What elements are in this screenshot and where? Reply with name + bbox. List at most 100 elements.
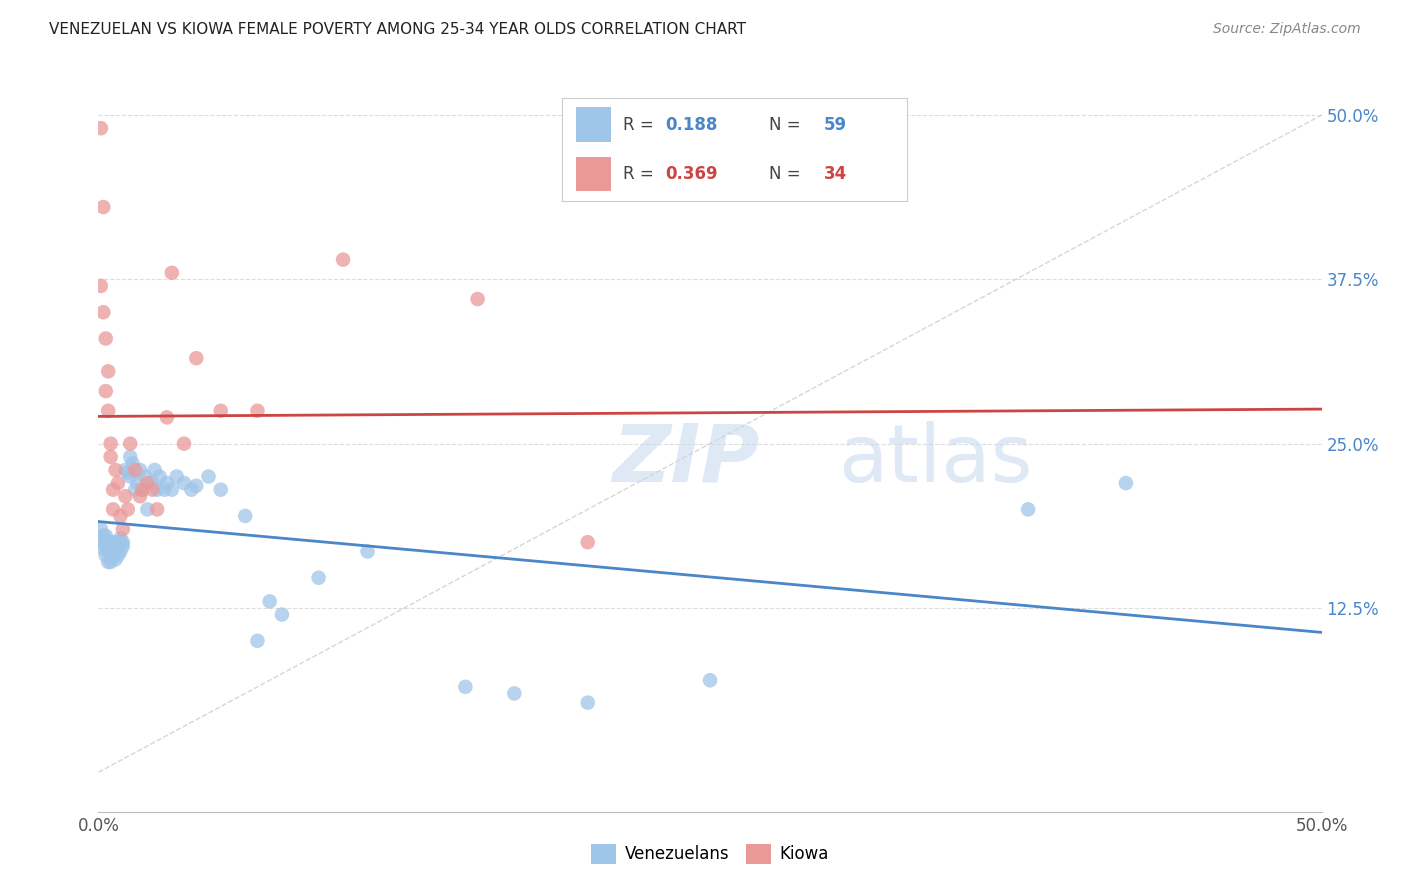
Point: [146, 502, 169, 516]
Point: [233, 508, 256, 523]
Point: [100, 555, 122, 569]
Point: [156, 476, 179, 491]
Point: [97, 535, 120, 549]
Point: [114, 489, 136, 503]
Point: [107, 549, 129, 563]
Point: [699, 673, 721, 688]
Point: [173, 476, 195, 491]
Text: 59: 59: [824, 116, 848, 134]
Point: [467, 292, 489, 306]
Point: [100, 436, 122, 450]
FancyBboxPatch shape: [576, 107, 610, 142]
Point: [576, 696, 599, 710]
Point: [1115, 476, 1137, 491]
Point: [134, 469, 156, 483]
Point: [356, 544, 378, 558]
Point: [308, 571, 330, 585]
Point: [97, 555, 120, 569]
Point: [104, 541, 127, 556]
Point: [117, 502, 139, 516]
Point: [124, 463, 146, 477]
Point: [120, 469, 142, 483]
Point: [259, 594, 281, 608]
Point: [136, 502, 159, 516]
Point: [120, 436, 142, 450]
Point: [141, 476, 163, 491]
Point: [160, 483, 183, 497]
Point: [101, 535, 124, 549]
Point: [90, 522, 112, 536]
Point: [153, 483, 176, 497]
Point: [131, 483, 153, 497]
Point: [100, 549, 122, 563]
Point: [149, 469, 172, 483]
Point: [110, 508, 132, 523]
Point: [90, 121, 112, 136]
Point: [246, 633, 269, 648]
Point: [107, 476, 129, 491]
Point: [209, 404, 232, 418]
Text: R =: R =: [623, 116, 658, 134]
Text: R =: R =: [623, 165, 658, 183]
Legend: Venezuelans, Kiowa: Venezuelans, Kiowa: [585, 838, 835, 871]
Point: [127, 476, 149, 491]
Point: [173, 436, 195, 450]
Point: [160, 266, 183, 280]
Point: [186, 479, 208, 493]
Point: [111, 539, 134, 553]
Point: [143, 463, 166, 477]
Point: [114, 463, 136, 477]
Point: [101, 483, 124, 497]
Point: [576, 535, 599, 549]
Point: [121, 456, 143, 470]
Text: N =: N =: [769, 116, 806, 134]
Text: 34: 34: [824, 165, 848, 183]
Point: [166, 469, 188, 483]
Point: [97, 541, 120, 556]
Text: Source: ZipAtlas.com: Source: ZipAtlas.com: [1213, 22, 1361, 37]
Text: atlas: atlas: [838, 420, 1033, 499]
Text: 0.369: 0.369: [666, 165, 718, 183]
Point: [110, 531, 132, 545]
Point: [246, 404, 269, 418]
Point: [454, 680, 477, 694]
Point: [94, 529, 117, 543]
Text: VENEZUELAN VS KIOWA FEMALE POVERTY AMONG 25-34 YEAR OLDS CORRELATION CHART: VENEZUELAN VS KIOWA FEMALE POVERTY AMONG…: [49, 22, 747, 37]
Point: [503, 686, 526, 700]
Text: 0.188: 0.188: [666, 116, 718, 134]
Point: [100, 539, 122, 553]
Point: [110, 544, 132, 558]
Point: [91, 541, 114, 556]
Point: [270, 607, 294, 622]
Point: [209, 483, 232, 497]
Text: ZIP: ZIP: [612, 420, 759, 499]
Text: N =: N =: [769, 165, 806, 183]
Point: [136, 476, 159, 491]
Point: [111, 535, 134, 549]
Point: [94, 535, 117, 549]
Point: [332, 252, 354, 267]
Point: [91, 200, 114, 214]
Point: [180, 483, 202, 497]
Point: [197, 469, 219, 483]
Point: [141, 483, 163, 497]
Point: [146, 483, 169, 497]
Point: [90, 279, 112, 293]
Point: [101, 544, 124, 558]
Point: [101, 502, 124, 516]
Point: [94, 331, 117, 345]
Point: [107, 535, 129, 549]
Point: [129, 489, 152, 503]
FancyBboxPatch shape: [576, 157, 610, 192]
Point: [91, 529, 114, 543]
Point: [129, 463, 152, 477]
Point: [131, 483, 153, 497]
Point: [1017, 502, 1039, 516]
Point: [120, 450, 142, 464]
Point: [104, 463, 127, 477]
Point: [97, 364, 120, 378]
Point: [91, 305, 114, 319]
Point: [97, 404, 120, 418]
Point: [104, 552, 127, 566]
Point: [186, 351, 208, 366]
